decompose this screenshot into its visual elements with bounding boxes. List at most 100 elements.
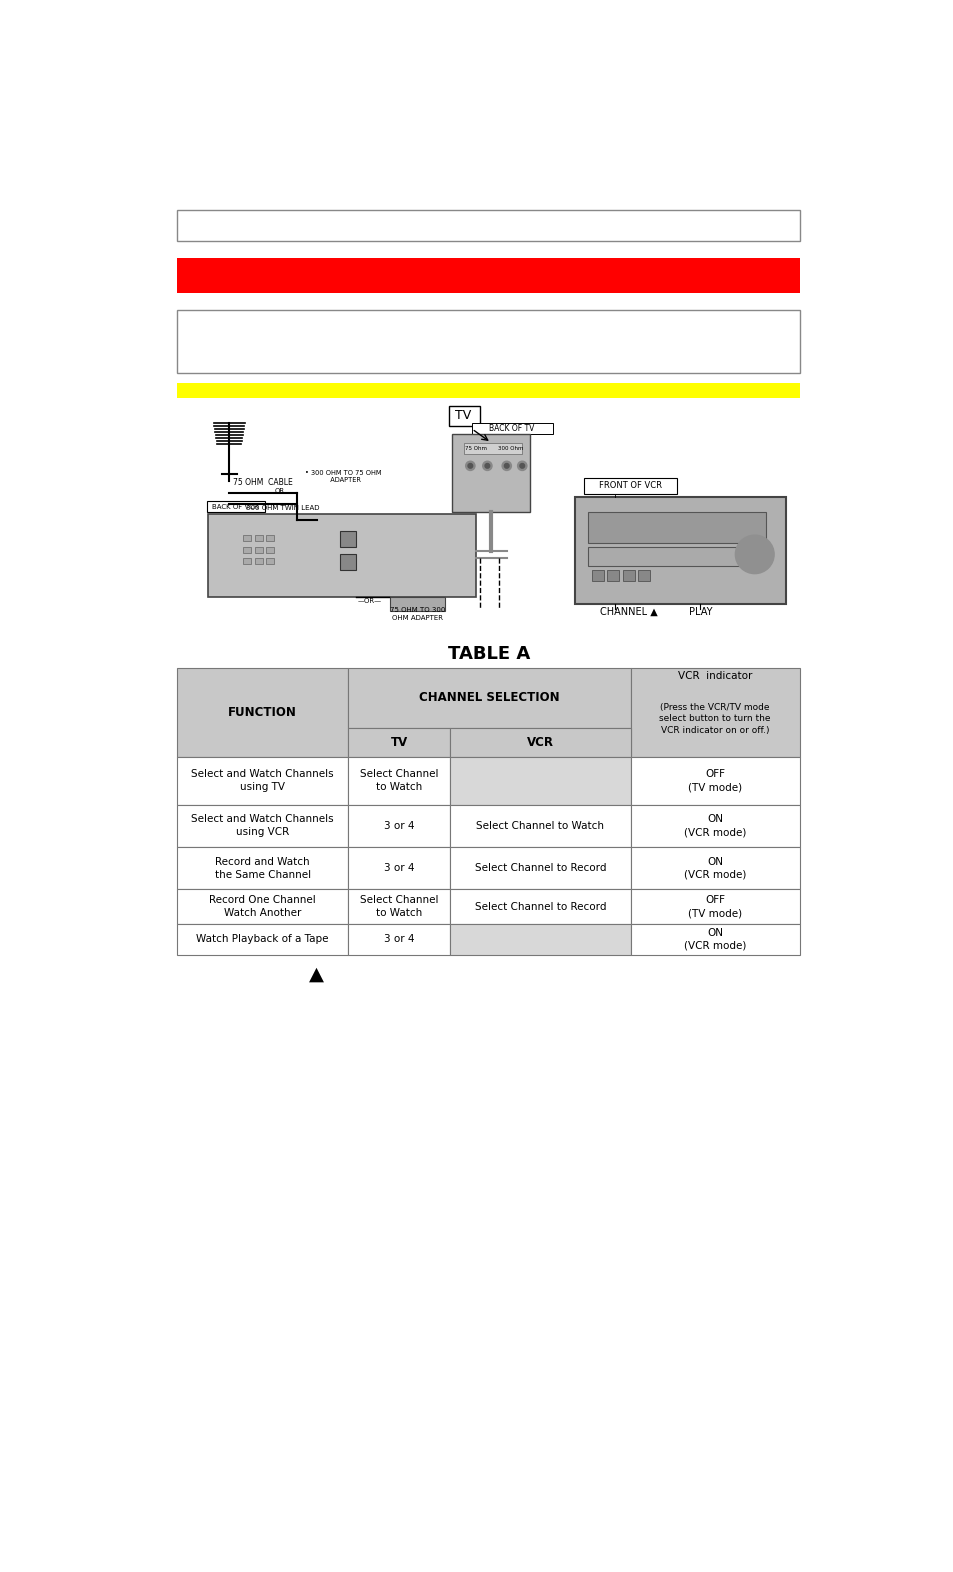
Bar xyxy=(177,756,348,805)
Text: 3 or 4: 3 or 4 xyxy=(383,863,414,872)
Circle shape xyxy=(735,534,773,574)
Text: TABLE A: TABLE A xyxy=(447,646,530,663)
Text: Select and Watch Channels
using TV: Select and Watch Channels using TV xyxy=(192,769,334,792)
Bar xyxy=(177,924,348,954)
Bar xyxy=(348,728,450,756)
Text: ON
(VCR mode): ON (VCR mode) xyxy=(683,814,745,838)
Circle shape xyxy=(501,461,511,470)
Text: VCR  indicator: VCR indicator xyxy=(678,671,752,681)
Text: 300 OHM TWIN LEAD: 300 OHM TWIN LEAD xyxy=(245,505,318,511)
Circle shape xyxy=(465,461,475,470)
Bar xyxy=(450,805,630,847)
Bar xyxy=(254,534,262,541)
Text: ON
(VCR mode): ON (VCR mode) xyxy=(683,927,745,951)
Bar xyxy=(243,547,251,553)
Text: Watch Playback of a Tape: Watch Playback of a Tape xyxy=(196,934,329,945)
Text: ▲: ▲ xyxy=(309,965,324,984)
Bar xyxy=(464,443,521,454)
Bar xyxy=(243,558,251,564)
Text: PLAY: PLAY xyxy=(688,607,712,618)
Bar xyxy=(390,597,444,610)
Text: Select Channel to Record: Select Channel to Record xyxy=(475,902,605,912)
Bar xyxy=(607,569,618,582)
Text: —OR—: —OR— xyxy=(357,599,381,604)
Bar xyxy=(630,756,799,805)
Text: OFF
(TV mode): OFF (TV mode) xyxy=(687,769,741,792)
Bar xyxy=(450,847,630,890)
Bar xyxy=(177,211,799,241)
Bar xyxy=(348,668,630,728)
Bar xyxy=(177,310,799,374)
Bar xyxy=(266,547,274,553)
Text: BACK OF TV: BACK OF TV xyxy=(489,423,535,432)
Bar xyxy=(630,890,799,924)
Text: 75 OHM  CABLE: 75 OHM CABLE xyxy=(233,478,293,487)
Circle shape xyxy=(519,464,524,468)
Text: CHANNEL ▲: CHANNEL ▲ xyxy=(599,607,658,618)
Text: CHANNEL SELECTION: CHANNEL SELECTION xyxy=(418,692,559,704)
Circle shape xyxy=(517,461,526,470)
Text: 3 or 4: 3 or 4 xyxy=(383,821,414,832)
Bar xyxy=(450,924,630,954)
Circle shape xyxy=(482,461,492,470)
Bar xyxy=(348,890,450,924)
Bar xyxy=(583,478,677,494)
Bar xyxy=(630,805,799,847)
Bar xyxy=(450,728,630,756)
Bar xyxy=(207,501,265,512)
Bar xyxy=(348,756,450,805)
Circle shape xyxy=(504,464,509,468)
Text: FUNCTION: FUNCTION xyxy=(228,706,296,718)
Text: Select and Watch Channels
using VCR: Select and Watch Channels using VCR xyxy=(192,814,334,838)
Circle shape xyxy=(468,464,472,468)
Bar xyxy=(472,423,553,434)
Text: OR: OR xyxy=(274,489,284,494)
Bar xyxy=(638,569,649,582)
Bar xyxy=(622,569,634,582)
Text: TV: TV xyxy=(455,409,471,423)
Bar xyxy=(177,406,799,627)
Text: 75 OHM TO 300
OHM ADAPTER: 75 OHM TO 300 OHM ADAPTER xyxy=(390,607,445,621)
Bar xyxy=(452,434,530,512)
Text: Select Channel
to Watch: Select Channel to Watch xyxy=(359,896,437,918)
Bar xyxy=(575,497,785,605)
Text: Record One Channel
Watch Another: Record One Channel Watch Another xyxy=(209,896,315,918)
Bar xyxy=(177,805,348,847)
Bar xyxy=(266,534,274,541)
Bar xyxy=(448,406,479,426)
Text: 300 Ohm: 300 Ohm xyxy=(497,445,523,451)
Bar xyxy=(630,924,799,954)
Circle shape xyxy=(484,464,489,468)
Bar xyxy=(592,569,603,582)
Bar xyxy=(587,512,765,542)
Text: (Press the VCR/TV mode
select button to turn the
VCR indicator on or off.): (Press the VCR/TV mode select button to … xyxy=(659,703,770,734)
Bar xyxy=(630,668,799,756)
Text: Select Channel to Record: Select Channel to Record xyxy=(475,863,605,872)
Bar xyxy=(177,382,799,398)
Bar xyxy=(177,847,348,890)
Bar xyxy=(450,756,630,805)
Bar xyxy=(254,558,262,564)
Bar xyxy=(348,847,450,890)
Text: BACK OF VCR: BACK OF VCR xyxy=(212,503,258,509)
Bar xyxy=(177,890,348,924)
Bar xyxy=(340,531,355,547)
Bar xyxy=(587,547,765,566)
Bar xyxy=(266,558,274,564)
Bar xyxy=(208,514,476,597)
Text: FRONT OF VCR: FRONT OF VCR xyxy=(598,481,661,490)
Bar xyxy=(340,555,355,569)
Text: VCR: VCR xyxy=(526,736,554,748)
Text: 75 Ohm: 75 Ohm xyxy=(464,445,486,451)
Text: Select Channel
to Watch: Select Channel to Watch xyxy=(359,769,437,792)
Text: OFF
(TV mode): OFF (TV mode) xyxy=(687,896,741,918)
Text: Record and Watch
the Same Channel: Record and Watch the Same Channel xyxy=(214,857,311,880)
Bar xyxy=(348,805,450,847)
Bar xyxy=(630,847,799,890)
Text: Select Channel to Watch: Select Channel to Watch xyxy=(476,821,604,832)
Bar xyxy=(254,547,262,553)
Text: 3 or 4: 3 or 4 xyxy=(383,934,414,945)
Text: ON
(VCR mode): ON (VCR mode) xyxy=(683,857,745,880)
Text: • 300 OHM TO 75 OHM
  ADAPTER: • 300 OHM TO 75 OHM ADAPTER xyxy=(305,470,381,484)
Bar xyxy=(243,534,251,541)
